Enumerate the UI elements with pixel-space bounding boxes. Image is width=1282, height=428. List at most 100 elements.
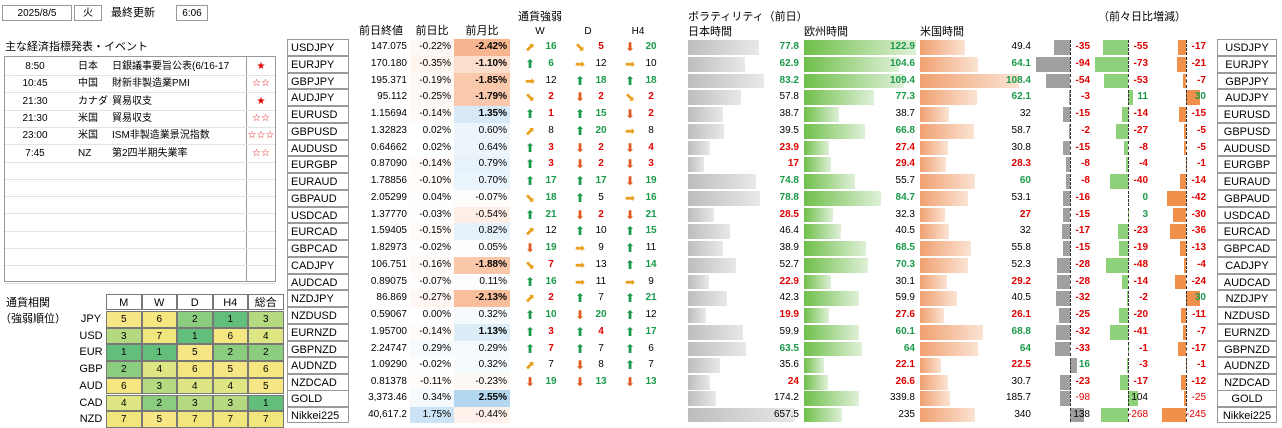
pair-label-right[interactable]: USDJPY	[1217, 39, 1277, 56]
strength-arrow-icon: ⬆	[574, 107, 586, 121]
volatility-value: 52.3	[1011, 258, 1031, 270]
correlation-rank-cell: 4	[212, 377, 248, 395]
pair-label-right[interactable]: CADJPY	[1217, 256, 1277, 274]
pair-label-right[interactable]: GBPAUD	[1217, 189, 1277, 207]
event-country: NZ	[78, 147, 92, 159]
asset-label-right[interactable]: GOLD	[1217, 390, 1277, 407]
event-time: 8:50	[25, 61, 45, 72]
pair-label[interactable]: USDJPY	[287, 39, 349, 56]
pair-label-right[interactable]: EURJPY	[1217, 55, 1277, 73]
volatility-change-value: 104	[1131, 392, 1148, 403]
pair-label-right[interactable]: AUDJPY	[1217, 89, 1277, 106]
event-row-divider	[5, 248, 275, 249]
pair-label[interactable]: AUDUSD	[287, 139, 349, 157]
volatility-change-bar	[1182, 73, 1186, 89]
strength-score: 10	[645, 57, 657, 69]
strength-score: 16	[545, 275, 557, 287]
zero-axis-line	[1128, 324, 1130, 340]
volatility-bar	[688, 140, 710, 156]
volatility-change-bar	[1066, 157, 1070, 172]
prev-close-value: 95.112	[377, 91, 407, 103]
volatility-change-value: -15	[1075, 108, 1090, 119]
strength-arrow-icon: ⬇	[524, 241, 536, 255]
pair-label[interactable]: NZDUSD	[287, 307, 349, 324]
prev-close-value: 147.075	[370, 41, 407, 52]
pair-label-right[interactable]: NZDJPY	[1217, 290, 1277, 307]
pair-label[interactable]: EURAUD	[287, 173, 349, 190]
strength-arrow-icon: ⬇	[624, 375, 636, 389]
pair-label-right[interactable]: GBPUSD	[1217, 122, 1277, 140]
strength-arrow-icon: ⬆	[624, 308, 636, 322]
strength-arrow-icon: ⬆	[524, 174, 536, 188]
volatility-bar	[804, 257, 869, 273]
volatility-value: 68.5	[895, 242, 915, 253]
pair-label[interactable]: GBPUSD	[287, 122, 349, 140]
pair-label-right[interactable]: AUDCAD	[1217, 273, 1277, 291]
asset-label[interactable]: GOLD	[287, 390, 349, 407]
strength-arrow-icon: ⬆	[574, 123, 586, 138]
strength-score: 21	[645, 292, 657, 304]
pair-label[interactable]: GBPNZD	[287, 340, 349, 358]
month-change-value: 0.64%	[454, 139, 510, 157]
zero-axis-line	[1186, 140, 1188, 156]
pair-label-right[interactable]: EURNZD	[1217, 323, 1277, 341]
asset-label[interactable]: Nikkei225	[287, 406, 349, 424]
pair-label-right[interactable]: EURCAD	[1217, 223, 1277, 240]
pair-label-right[interactable]: AUDUSD	[1217, 139, 1277, 157]
strength-arrow-icon: ⬇	[574, 207, 586, 222]
volatility-bar	[688, 407, 796, 422]
pair-label-right[interactable]: AUDNZD	[1217, 357, 1277, 374]
volatility-bar	[920, 391, 951, 406]
day-change-value: -0.35%	[410, 55, 454, 73]
strength-arrow-icon: ⬆	[624, 358, 636, 373]
pair-label-right[interactable]: NZDCAD	[1217, 374, 1277, 391]
pair-label-right[interactable]: USDCAD	[1217, 206, 1277, 224]
asset-label-right[interactable]: Nikkei225	[1217, 406, 1277, 423]
pair-label-right[interactable]: EURGBP	[1217, 156, 1277, 173]
strength-score: 2	[598, 158, 604, 170]
pair-label-right[interactable]: NZDUSD	[1217, 307, 1277, 324]
strength-arrow-icon: ⬆	[524, 56, 536, 71]
pair-label[interactable]: AUDCAD	[287, 273, 349, 291]
strength-arrow-icon: ➡	[624, 190, 636, 205]
pair-label[interactable]: EURCAD	[287, 223, 349, 240]
prev-close-value: 0.59067	[370, 309, 407, 320]
pair-label-right[interactable]: GBPCAD	[1217, 240, 1277, 257]
strength-arrow-icon: ⬊	[524, 190, 536, 205]
pair-label[interactable]: GBPAUD	[287, 189, 349, 207]
pair-label[interactable]: EURGBP	[287, 156, 349, 173]
correlation-rank-cell: 7	[212, 411, 248, 428]
pair-label-right[interactable]: GBPNZD	[1217, 340, 1277, 358]
volatility-value: 55.8	[1011, 242, 1031, 253]
prev-close-value: 1.78856	[370, 175, 407, 186]
volatility-value: 40.5	[895, 225, 915, 237]
strength-score: 11	[595, 275, 607, 287]
pair-label[interactable]: NZDCAD	[287, 374, 349, 391]
day-change-value: -0.16%	[410, 256, 454, 274]
pair-label[interactable]: CADJPY	[287, 256, 349, 274]
pair-label-right[interactable]: GBPJPY	[1217, 72, 1277, 90]
pair-label[interactable]: AUDJPY	[287, 89, 349, 106]
volatility-bar	[920, 308, 944, 323]
pair-label[interactable]: EURUSD	[287, 106, 349, 123]
correlation-rank-cell: 2	[212, 344, 248, 362]
volatility-change-bar	[1117, 224, 1128, 239]
pair-label[interactable]: GBPJPY	[287, 72, 349, 90]
pair-label-right[interactable]: EURUSD	[1217, 106, 1277, 123]
volatility-change-bar	[1178, 40, 1186, 55]
pair-label-right[interactable]: EURAUD	[1217, 173, 1277, 190]
day-change-value: -0.25%	[410, 89, 454, 106]
volatility-change-bar	[1059, 375, 1070, 390]
strength-score: 19	[545, 376, 557, 387]
strength-col-d: D	[584, 26, 592, 37]
volatility-change-bar	[1066, 174, 1070, 189]
pair-label[interactable]: AUDNZD	[287, 357, 349, 374]
pair-label[interactable]: EURNZD	[287, 323, 349, 341]
pair-label[interactable]: NZDJPY	[287, 290, 349, 307]
volatility-change-value: -23	[1075, 376, 1090, 387]
zero-axis-line	[1070, 123, 1072, 139]
pair-label[interactable]: USDCAD	[287, 206, 349, 224]
pair-label[interactable]: EURJPY	[287, 55, 349, 73]
zero-axis-line	[1128, 308, 1130, 323]
pair-label[interactable]: GBPCAD	[287, 240, 349, 257]
